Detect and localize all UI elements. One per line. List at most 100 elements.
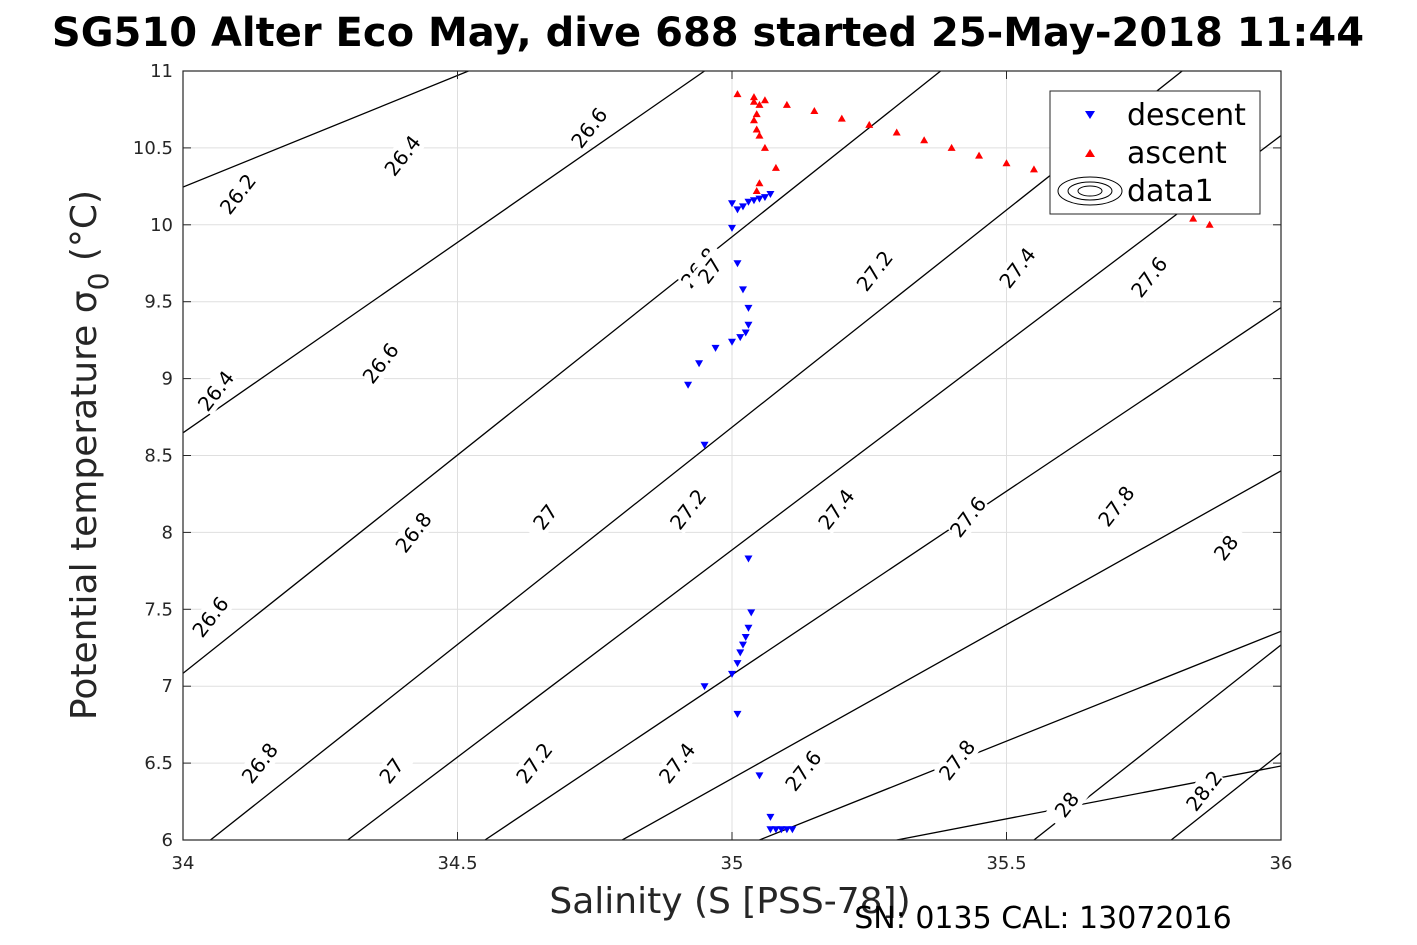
contour-label-bg	[192, 366, 239, 416]
x-tick-label: 35.5	[986, 853, 1026, 874]
contour-line-27.6	[759, 630, 1281, 840]
descent-point	[728, 670, 736, 678]
descent-point	[741, 329, 750, 337]
contour-label-bg	[813, 484, 860, 535]
ascent-point	[947, 143, 956, 151]
contour-line-27.8	[896, 765, 1281, 840]
descent-point	[771, 826, 780, 834]
descent-point	[738, 286, 747, 294]
contour-label-bg	[390, 507, 437, 558]
contour-label-bg	[379, 130, 426, 181]
y-tick-label: 8.5	[144, 446, 173, 467]
descent-point	[736, 334, 745, 342]
descent-point	[755, 772, 764, 780]
contour-line-27	[347, 134, 1281, 840]
contour-label-bg	[566, 103, 613, 153]
descent-point	[744, 198, 753, 206]
y-tick-label: 8	[162, 522, 173, 543]
x-tick-label: 35	[721, 853, 744, 874]
descent-point	[733, 710, 742, 718]
legend-contour-icon	[1057, 176, 1123, 206]
descent-point	[733, 260, 742, 268]
contour-label-bg	[357, 338, 404, 388]
y-tick-label: 10	[150, 215, 173, 236]
descent-point	[738, 203, 747, 211]
contour-label-bg	[1126, 252, 1173, 302]
y-axis-label-unit: (°C)	[64, 190, 105, 261]
ascent-point	[782, 100, 791, 108]
chart-title: SG510 Alter Eco May, dive 688 started 25…	[52, 10, 1364, 56]
svg-text:Potential temperature σ0 (°C): Potential temperature σ0 (°C)	[64, 190, 115, 720]
descent-point	[684, 381, 693, 389]
descent-point	[744, 321, 753, 329]
descent-point	[733, 660, 742, 668]
descent-point	[728, 200, 736, 208]
ascent-point	[752, 110, 761, 118]
descent-point	[760, 194, 769, 202]
ascent-point	[760, 143, 769, 151]
descent-point	[700, 441, 709, 449]
y-tick-label: 6.5	[144, 753, 173, 774]
descent-point	[766, 191, 775, 199]
contour-label-bg	[522, 492, 569, 542]
contour-line-26.4	[183, 71, 705, 434]
ascent-point	[1002, 159, 1011, 167]
contour-label-bg	[934, 735, 981, 785]
descent-point	[749, 197, 758, 205]
descent-point	[741, 633, 750, 641]
ascent-point	[975, 151, 984, 159]
contour-label-bg	[187, 592, 234, 642]
ascent-point	[837, 114, 846, 122]
descent-point	[695, 360, 704, 368]
legend-data1-label: data1	[1127, 174, 1214, 209]
ascent-point	[749, 116, 758, 124]
series-descent	[684, 191, 797, 834]
contour-label-bg	[851, 246, 898, 296]
ascent-point	[755, 179, 764, 187]
y-tick-label: 9	[162, 369, 173, 390]
contour-label-bg	[511, 738, 558, 788]
x-tick-label: 34.5	[437, 853, 477, 874]
y-axis-label-subscript: 0	[82, 273, 115, 291]
ascent-point	[1189, 214, 1198, 222]
ascent-point	[752, 125, 761, 133]
density-contours	[183, 71, 1281, 840]
legend-box	[1049, 90, 1261, 215]
contour-line-26.8	[210, 71, 1183, 840]
contour-label-bg	[654, 738, 701, 788]
descent-point	[711, 344, 720, 352]
ascent-point	[760, 96, 769, 104]
descent-point	[777, 826, 786, 834]
ascent-point	[892, 128, 901, 136]
contour-line-27.2	[484, 306, 1281, 840]
legend: descent ascent data1	[1049, 90, 1261, 215]
contour-label-bg	[1043, 779, 1090, 830]
serial-calibration-footer: SN: 0135 CAL: 13072016	[854, 901, 1232, 936]
ascent-point	[920, 136, 929, 144]
contour-label-bg	[214, 169, 261, 219]
y-tick-label: 7.5	[144, 599, 173, 620]
ascent-point	[771, 163, 780, 171]
contour-label-bg	[665, 484, 712, 535]
descent-point	[744, 555, 753, 563]
contour-label-bg	[368, 746, 415, 796]
y-axis-label-main: Potential temperature σ	[64, 290, 105, 720]
y-tick-label: 11	[150, 61, 173, 82]
ascent-point	[752, 186, 761, 194]
y-tick-label: 10.5	[133, 138, 173, 159]
contour-label-bg	[780, 746, 827, 796]
contour-line-26.2	[183, 71, 469, 188]
descent-point	[728, 224, 736, 232]
ascent-point	[733, 90, 742, 98]
axis-ticks: 34 34.5 35 35.5 36 6 6.5 7 7.5 8 8.5 9 9.5 10 10.5 11	[133, 61, 1293, 874]
ascent-point	[1029, 165, 1038, 173]
x-tick-label: 36	[1270, 853, 1293, 874]
contour-label-bg	[687, 246, 734, 296]
contour-label-bg	[1203, 523, 1250, 573]
descent-point	[728, 338, 736, 346]
y-tick-label: 9.5	[144, 292, 173, 313]
y-tick-label: 6	[162, 830, 173, 851]
y-tick-label: 7	[162, 676, 173, 697]
legend-descent-marker	[1085, 111, 1095, 119]
contour-line-27.4	[621, 470, 1281, 840]
